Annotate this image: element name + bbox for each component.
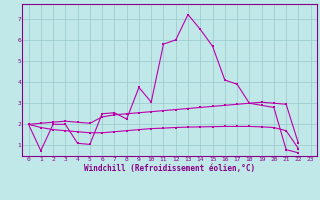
X-axis label: Windchill (Refroidissement éolien,°C): Windchill (Refroidissement éolien,°C) [84, 164, 255, 173]
